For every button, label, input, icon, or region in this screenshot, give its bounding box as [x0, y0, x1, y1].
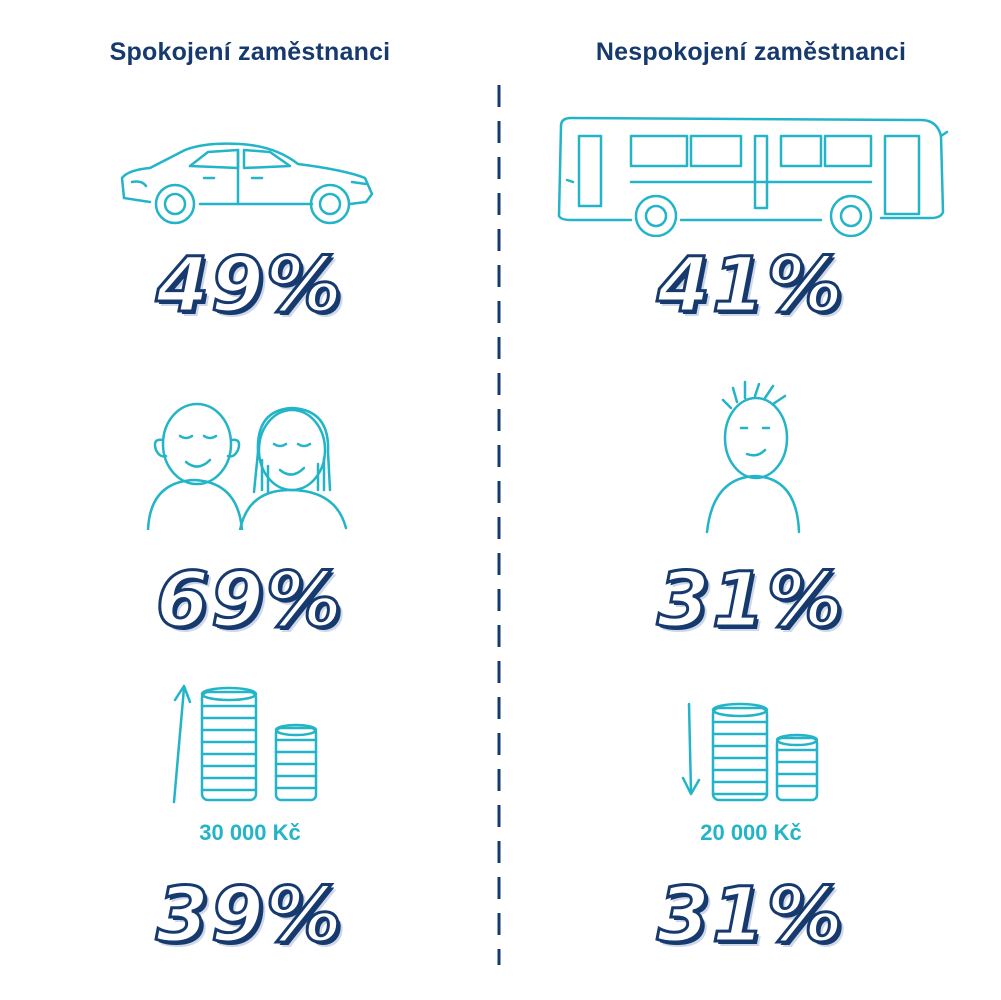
bus-icon: [557, 116, 949, 237]
coins-up-icon: [172, 684, 318, 804]
satisfied-heading: Spokojení zaměstnanci: [109, 38, 391, 66]
salary-percentage-satisfied: 39%: [155, 869, 344, 961]
car-percentage: 49%: [155, 239, 344, 331]
satisfied-salary-amount: 30 000 Kč: [199, 820, 301, 845]
satisfied-column: Spokojení zaměstnanci 49%: [0, 0, 500, 1000]
coins-down-icon: [681, 702, 819, 802]
dissatisfied-salary-amount: 20 000 Kč: [700, 820, 802, 845]
dissatisfied-heading: Nespokojení zaměstnanci: [595, 38, 907, 66]
dissatisfied-column: Nespokojení zaměstnanci 41%: [501, 0, 1001, 1000]
bus-percentage: 41%: [656, 239, 845, 331]
person-percentage: 31%: [656, 554, 845, 646]
column-divider: [497, 85, 501, 965]
people-percentage: 69%: [155, 554, 344, 646]
couple-icon: [146, 402, 348, 530]
salary-percentage-dissatisfied: 31%: [656, 869, 845, 961]
person-icon: [705, 380, 801, 534]
car-icon: [120, 142, 374, 225]
